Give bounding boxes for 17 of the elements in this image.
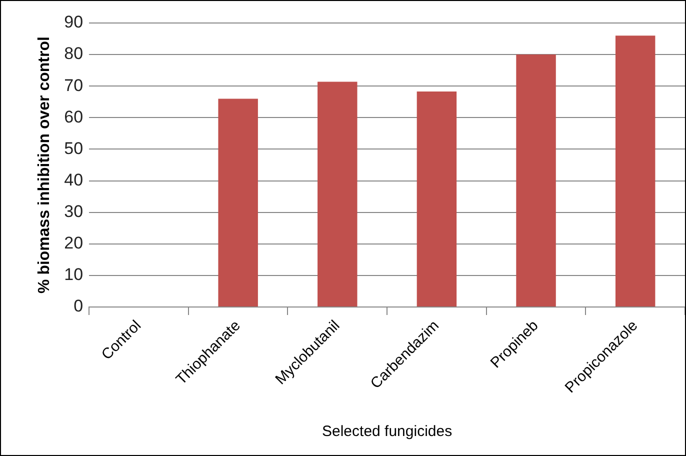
y-tick-label: 10: [64, 265, 84, 284]
bar: [318, 82, 358, 307]
x-axis-title: Selected fungicides: [322, 423, 452, 440]
y-tick-label: 40: [64, 170, 84, 190]
y-axis-title: % biomass inhibition over control: [36, 36, 54, 294]
bar: [218, 98, 258, 307]
y-tick-label: 50: [64, 138, 84, 158]
y-tick-label: 30: [64, 202, 84, 222]
y-tick-label: 60: [64, 107, 84, 126]
y-tick-label: 20: [64, 234, 84, 253]
bar: [416, 91, 457, 307]
y-tick-label: 80: [64, 44, 84, 64]
y-tick-label: 70: [64, 76, 84, 95]
bar: [615, 36, 656, 307]
y-tick-label: 0: [74, 296, 84, 316]
bar: [516, 54, 556, 307]
y-tick-label: 90: [64, 12, 84, 32]
